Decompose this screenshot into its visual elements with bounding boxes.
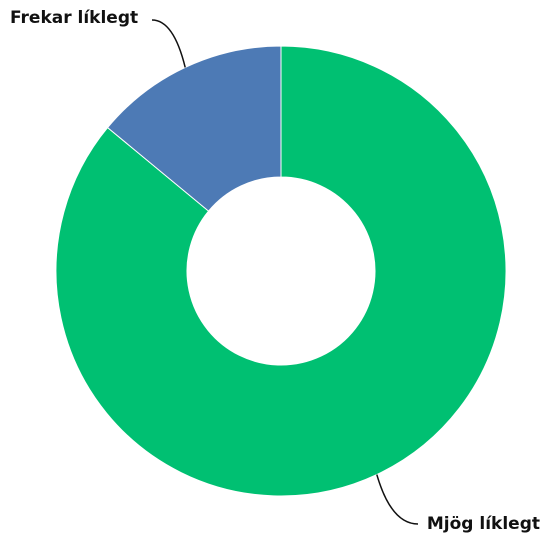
slice-label: Frekar líklegt xyxy=(10,8,138,28)
leader-line xyxy=(376,474,419,525)
slice xyxy=(55,45,507,497)
leader-line xyxy=(151,19,186,68)
slice xyxy=(106,45,282,212)
slice-label: Mjög líklegt xyxy=(427,514,540,534)
